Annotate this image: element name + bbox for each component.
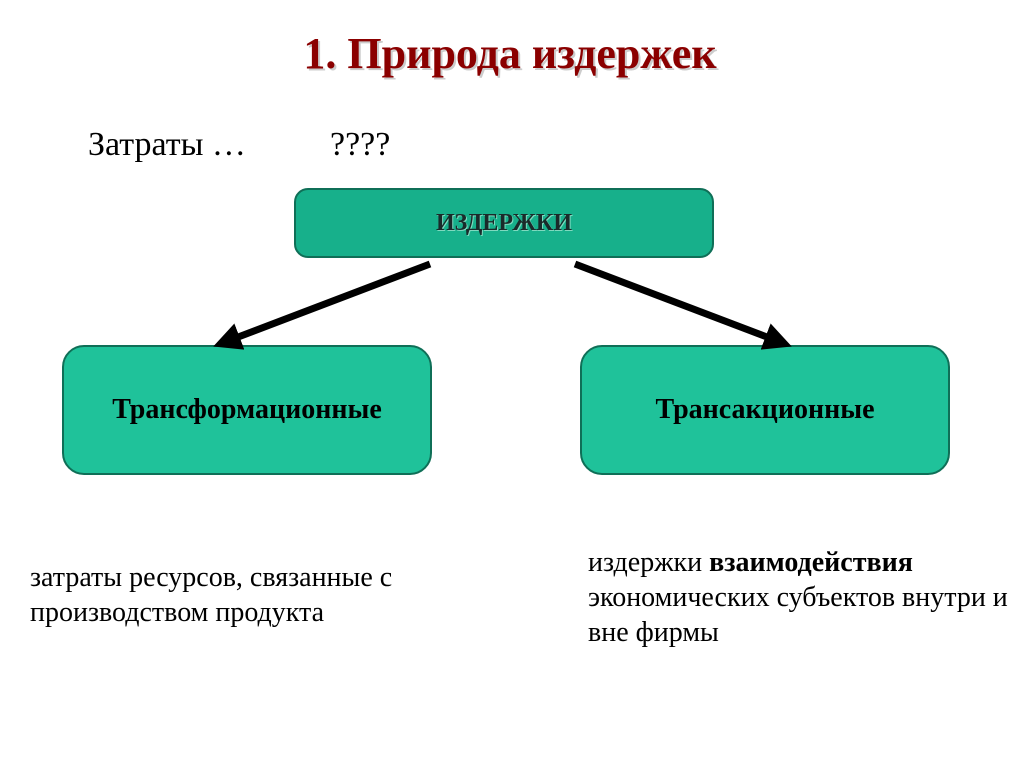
arrow-left bbox=[225, 264, 430, 342]
arrow-right bbox=[575, 264, 780, 342]
slide-title-main: 1. Природа издержек bbox=[0, 28, 1022, 79]
description-right-bold: взаимодействия bbox=[709, 547, 913, 578]
node-root: ИЗДЕРЖКИ bbox=[294, 188, 714, 258]
subtitle-right: ???? bbox=[330, 126, 390, 164]
slide-title: 1. Природа издержек 1. Природа издержек bbox=[0, 30, 1024, 81]
node-left: Трансформационные bbox=[62, 345, 432, 475]
description-right-suffix: экономических субъектов внутри и вне фир… bbox=[588, 582, 1008, 648]
node-right: Трансакционные bbox=[580, 345, 950, 475]
node-left-label: Трансформационные bbox=[112, 394, 382, 426]
subtitle-left: Затраты … bbox=[88, 126, 246, 164]
description-right: издержки взаимодействия экономических су… bbox=[588, 545, 1018, 650]
node-right-label: Трансакционные bbox=[655, 394, 874, 426]
description-right-prefix: издержки bbox=[588, 547, 709, 578]
node-root-label: ИЗДЕРЖКИ bbox=[436, 210, 572, 237]
description-left: затраты ресурсов, связанные с производст… bbox=[30, 560, 470, 630]
